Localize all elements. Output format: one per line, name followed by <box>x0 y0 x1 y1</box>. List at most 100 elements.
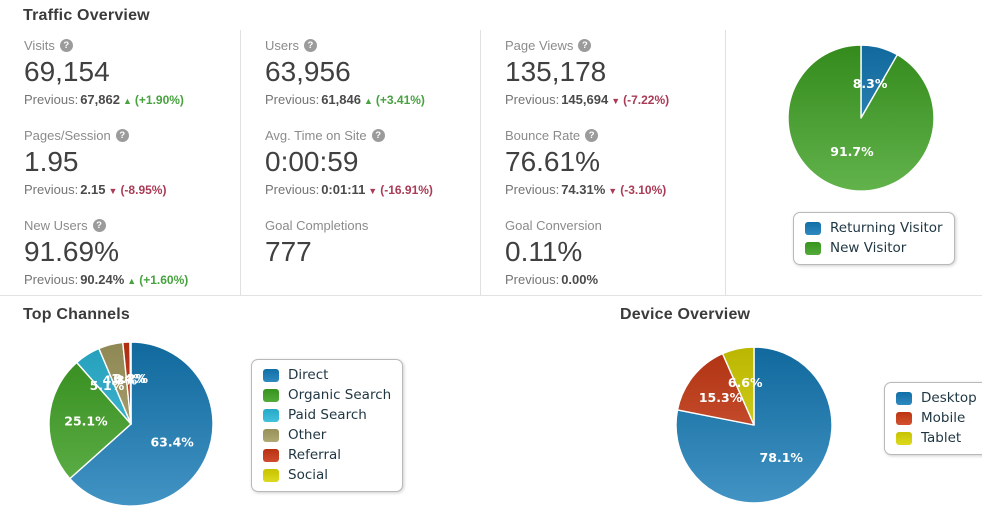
metric-goal-conversion: Goal Conversion? 0.11% Previous:0.00% <box>480 210 726 295</box>
metric-previous: Previous: 74.31% ▼ (-3.10%) <box>505 182 725 197</box>
legend-swatch-icon <box>263 409 279 422</box>
channels-pie-chart[interactable]: 63.4% 25.1% 5.1% 4.8% 1.4% 0.2% <box>47 340 215 511</box>
metric-previous: Previous: 0:01:11 ▼ (-16.91%) <box>265 182 480 197</box>
legend-label: Organic Search <box>288 387 392 403</box>
pie-slice-social[interactable] <box>129 341 132 425</box>
metric-value: 777 <box>265 236 312 267</box>
pie-slice-mobile[interactable] <box>676 352 755 426</box>
metric-label: Page Views <box>505 38 574 53</box>
legend-label: New Visitor <box>830 240 907 256</box>
help-icon[interactable]: ? <box>303 39 317 52</box>
change-percent: (+3.41%) <box>375 93 425 107</box>
metric-value: 135,178 <box>505 56 607 87</box>
devices-pie-chart[interactable]: 78.1% 15.3% 6.6% <box>674 345 834 510</box>
metric-value: 91.69% <box>24 236 119 267</box>
metric-bounce-rate: Bounce Rate? 76.61% Previous: 74.31% ▼ (-3.… <box>480 120 726 210</box>
pie-slice-label: 6.6% <box>728 375 763 390</box>
metric-value: 0.11% <box>505 236 583 267</box>
metric-previous: Previous: 90.24% ▲ (+1.60%) <box>24 272 240 287</box>
legend-label: Direct <box>288 367 329 383</box>
metric-new-users: New Users? 91.69% Previous: 90.24% ▲ (+1.60… <box>0 210 240 295</box>
section-divider <box>0 295 982 296</box>
visitors-pie-chart[interactable]: 8.3% 91.7% <box>786 43 936 198</box>
metric-label: Goal Completions <box>265 218 369 233</box>
metric-page-views: Page Views? 135,178 Previous: 145,694 ▼ (-7… <box>480 30 726 120</box>
metric-label: Bounce Rate <box>505 128 581 143</box>
metric-previous <box>265 272 480 287</box>
pie-slice-organic-search[interactable] <box>48 361 132 480</box>
channels-legend: Direct Organic Search Paid Search Other Refe… <box>251 359 404 492</box>
help-icon[interactable]: ? <box>59 39 73 52</box>
legend-item-tablet[interactable]: Tablet <box>896 430 977 447</box>
legend-item-organic-search[interactable]: Organic Search <box>263 387 391 404</box>
change-arrow-icon: ▼ <box>108 186 118 196</box>
legend-label: Tablet <box>921 430 962 446</box>
change-arrow-icon: ▲ <box>363 96 373 106</box>
previous-value: 90.24% <box>80 272 125 287</box>
legend-swatch-icon <box>263 469 279 482</box>
help-icon[interactable]: ? <box>92 219 106 232</box>
pie-slice-label: 5.1% <box>90 378 125 393</box>
pie-slice-label: 4.8% <box>102 372 137 387</box>
previous-value: 0.00% <box>561 272 599 287</box>
previous-label: Previous: <box>505 92 560 107</box>
legend-item-new-visitor[interactable]: New Visitor <box>805 240 943 257</box>
pie-slice-label: 15.3% <box>699 390 743 405</box>
change-percent: (+1.90%) <box>134 93 184 107</box>
help-icon[interactable]: ? <box>371 129 385 142</box>
pie-slice-new-visitor[interactable] <box>787 44 935 192</box>
legend-swatch-icon <box>805 242 821 255</box>
pie-slice-direct[interactable] <box>69 341 214 507</box>
help-icon[interactable]: ? <box>585 129 599 142</box>
pie-slice-tablet[interactable] <box>721 346 755 426</box>
metric-value: 63,956 <box>265 56 351 87</box>
legend-item-social[interactable]: Social <box>263 467 391 484</box>
pie-slice-label: 8.3% <box>853 76 888 91</box>
legend-label: Paid Search <box>288 407 367 423</box>
previous-value: 74.31% <box>561 182 606 197</box>
metric-previous: Previous: 67,862 ▲ (+1.90%) <box>24 92 240 107</box>
metric-previous: Previous: 61,846 ▲ (+3.41%) <box>265 92 480 107</box>
change-percent: (-8.95%) <box>120 183 167 197</box>
legend-label: Social <box>288 467 329 483</box>
metric-value: 69,154 <box>24 56 110 87</box>
change-percent: (-16.91%) <box>380 183 433 197</box>
devices-legend: Desktop Mobile Tablet <box>884 382 982 455</box>
legend-item-direct[interactable]: Direct <box>263 367 391 384</box>
pie-slice-label: 1.4% <box>111 371 146 386</box>
metric-label: Users <box>265 38 299 53</box>
legend-item-paid-search[interactable]: Paid Search <box>263 407 391 424</box>
change-arrow-icon: ▲ <box>127 276 137 286</box>
previous-value: 0:01:11 <box>321 182 366 197</box>
legend-swatch-icon <box>896 392 912 405</box>
metric-visits: Visits? 69,154 Previous: 67,862 ▲ (+1.90%) <box>0 30 240 120</box>
metric-avg-time: Avg. Time on Site? 0:00:59 Previous: 0:01… <box>240 120 480 210</box>
pie-slice-label: 0.2% <box>113 371 148 386</box>
change-percent: (+1.60%) <box>139 273 189 287</box>
metric-value: 76.61% <box>505 146 600 177</box>
metric-previous: Previous: 145,694 ▼ (-7.22%) <box>505 92 725 107</box>
legend-label: Mobile <box>921 410 966 426</box>
legend-item-desktop[interactable]: Desktop <box>896 390 977 407</box>
change-arrow-icon: ▼ <box>611 96 621 106</box>
legend-item-mobile[interactable]: Mobile <box>896 410 977 427</box>
legend-swatch-icon <box>805 222 821 235</box>
change-percent: (-3.10%) <box>620 183 667 197</box>
change-percent: (-7.22%) <box>623 93 670 107</box>
change-arrow-icon: ▲ <box>122 96 132 106</box>
help-icon[interactable]: ? <box>578 39 592 52</box>
previous-value: 67,862 <box>80 92 120 107</box>
previous-label: Previous: <box>24 92 79 107</box>
metric-value: 0:00:59 <box>265 146 359 177</box>
metric-label: New Users <box>24 218 88 233</box>
help-icon[interactable]: ? <box>115 129 129 142</box>
legend-item-referral[interactable]: Referral <box>263 447 391 464</box>
legend-swatch-icon <box>263 449 279 462</box>
device-overview-title: Device Overview <box>620 306 751 323</box>
previous-label: Previous: <box>24 272 79 287</box>
legend-item-returning-visitor[interactable]: Returning Visitor <box>805 220 943 237</box>
previous-label: Previous: <box>24 182 79 197</box>
legend-item-other[interactable]: Other <box>263 427 391 444</box>
legend-label: Desktop <box>921 390 977 406</box>
